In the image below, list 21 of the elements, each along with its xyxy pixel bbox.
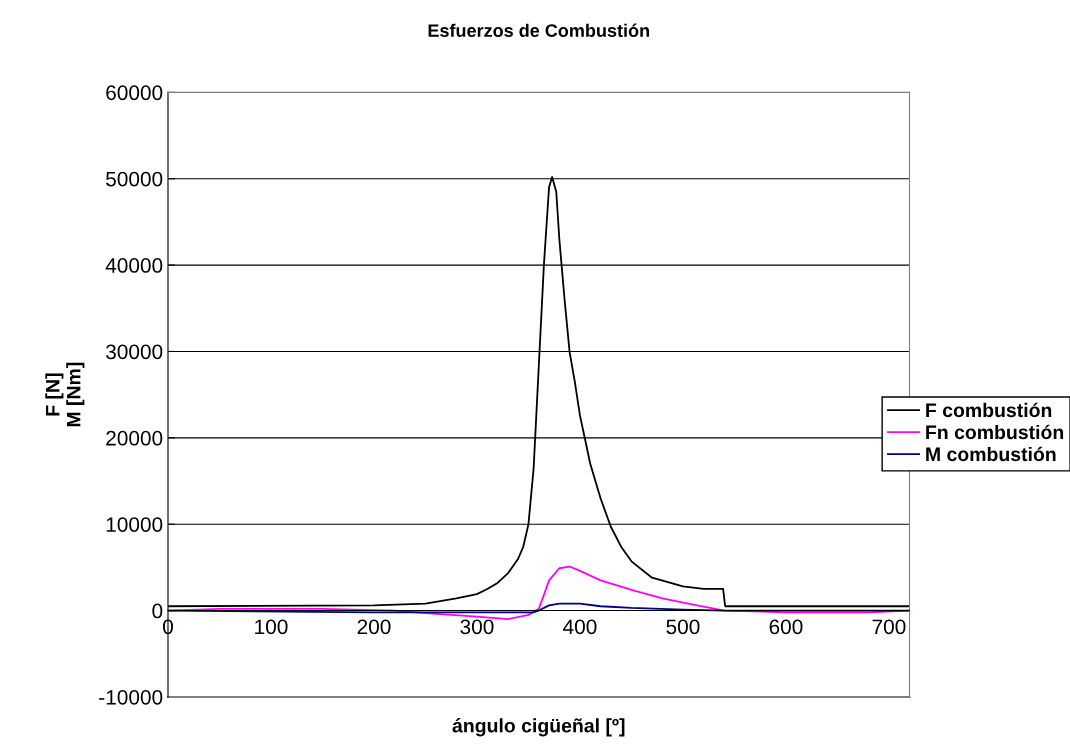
x-axis-title: ángulo cigüeñal [º] [452,718,625,737]
y-axis-title: F [N] M [Nm] [45,362,85,427]
y-tick-label: 0 [152,603,163,619]
legend-label: Fn combustión [926,424,1064,440]
legend-label: M combustión [926,446,1056,462]
y-tick-label: 20000 [106,430,163,446]
x-tick-label: 100 [255,619,288,635]
chart-title: Esfuerzos de Combustión [428,23,649,37]
x-tick-label: 400 [563,619,597,635]
x-tick-label: 200 [357,619,391,635]
y-tick-label: 60000 [106,85,163,101]
x-tick-label: 700 [872,619,906,635]
y-tick-label: 40000 [105,258,163,273]
y-tick-label: 30000 [106,344,163,360]
y-tick-label: -10000 [99,689,163,705]
legend-label: F combustión [926,402,1052,418]
x-tick-label: 300 [460,619,494,635]
x-tick-label: 600 [769,619,803,635]
x-tick-label: 500 [666,619,700,635]
y-tick-label: 10000 [106,517,163,532]
y-tick-label: 50000 [106,171,163,187]
